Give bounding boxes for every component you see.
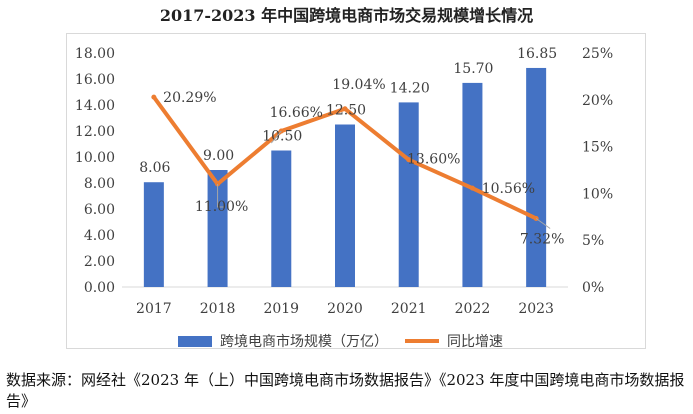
bar-value-label: 16.85 — [517, 46, 557, 62]
data-source-note: 数据来源：网经社《2023 年（上）中国跨境电商市场数据报告》《2023 年度中… — [6, 371, 685, 410]
growth-value-label: 20.29% — [163, 90, 216, 106]
y-left-tick-label: 8.00 — [84, 176, 115, 192]
x-tick-label: 2022 — [455, 301, 491, 317]
x-tick-label: 2017 — [136, 301, 172, 317]
y-left-tick-label: 16.00 — [75, 72, 115, 88]
chart-frame — [66, 33, 646, 349]
bar-value-label: 15.70 — [453, 61, 493, 77]
y-right-tick-label: 0% — [582, 280, 604, 296]
y-left-tick-label: 14.00 — [75, 98, 115, 114]
legend-item-bar: 跨境电商市场规模（万亿） — [178, 331, 388, 351]
legend-line-swatch — [405, 339, 439, 343]
bar — [335, 124, 355, 287]
legend-bar-label: 跨境电商市场规模（万亿） — [220, 334, 388, 350]
y-right-tick-label: 15% — [582, 140, 613, 156]
label-leader-line — [217, 184, 224, 208]
y-left-tick-label: 4.00 — [84, 228, 115, 244]
bar-value-label: 12.50 — [326, 103, 366, 119]
label-leader-line — [535, 218, 551, 229]
growth-value-label: 13.60% — [407, 152, 460, 168]
bar — [398, 102, 419, 288]
bar-value-label: 9.00 — [203, 148, 234, 164]
bar — [143, 182, 164, 287]
y-left-tick-label: 12.00 — [75, 124, 115, 140]
bar-value-label: 8.06 — [139, 160, 170, 176]
y-left-tick-label: 18.00 — [75, 46, 115, 62]
y-right-tick-label: 25% — [582, 46, 613, 62]
growth-point — [469, 185, 475, 191]
x-tick-label: 2021 — [391, 301, 427, 317]
bar — [462, 82, 483, 288]
x-tick-label: 2023 — [518, 301, 554, 317]
y-right-tick-label: 5% — [582, 233, 604, 249]
bar — [207, 170, 228, 287]
x-tick-label: 2020 — [327, 301, 363, 317]
legend-line-label: 同比增速 — [447, 334, 503, 350]
growth-value-label: 19.04% — [332, 77, 385, 93]
x-tick-label: 2018 — [200, 301, 236, 317]
growth-value-label: 11.00% — [195, 199, 248, 215]
y-left-tick-label: 6.00 — [84, 202, 115, 218]
y-left-tick-label: 0.00 — [84, 280, 115, 296]
bar — [526, 67, 547, 287]
growth-point — [342, 106, 348, 112]
growth-point — [406, 157, 412, 163]
growth-value-label: 7.32% — [520, 231, 564, 247]
y-right-tick-label: 10% — [582, 186, 613, 202]
bar-value-label: 14.20 — [390, 80, 430, 96]
chart-title: 2017-2023 年中国跨境电商市场交易规模增长情况 — [159, 6, 534, 25]
bar — [271, 150, 292, 287]
growth-value-label: 16.66% — [270, 105, 323, 121]
legend-bar-swatch — [178, 335, 212, 347]
label-leader-line — [270, 130, 282, 144]
x-tick-label: 2019 — [263, 301, 299, 317]
y-left-tick-label: 10.00 — [75, 150, 115, 166]
bar-value-label: 10.50 — [262, 129, 302, 145]
legend-item-line: 同比增速 — [405, 331, 503, 351]
y-right-tick-label: 20% — [582, 93, 613, 109]
growth-value-label: 10.56% — [482, 181, 535, 197]
growth-point — [151, 94, 157, 100]
y-left-tick-label: 2.00 — [84, 254, 115, 270]
